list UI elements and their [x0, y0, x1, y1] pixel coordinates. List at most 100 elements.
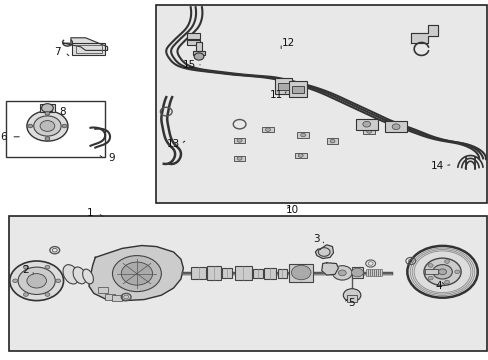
FancyBboxPatch shape	[297, 132, 308, 138]
Circle shape	[432, 265, 451, 279]
Text: 1: 1	[87, 208, 94, 218]
Text: 10: 10	[285, 204, 298, 215]
Circle shape	[343, 289, 360, 302]
FancyBboxPatch shape	[98, 287, 107, 293]
FancyBboxPatch shape	[367, 269, 369, 276]
Circle shape	[237, 157, 242, 160]
Text: 4: 4	[435, 281, 442, 291]
FancyBboxPatch shape	[363, 129, 374, 134]
FancyBboxPatch shape	[274, 78, 292, 94]
Text: 11: 11	[269, 90, 283, 100]
FancyBboxPatch shape	[292, 86, 304, 93]
FancyBboxPatch shape	[187, 33, 199, 39]
Polygon shape	[410, 25, 437, 43]
Circle shape	[427, 264, 432, 267]
Circle shape	[45, 112, 50, 115]
Circle shape	[62, 124, 67, 128]
FancyBboxPatch shape	[380, 269, 382, 276]
Text: 14: 14	[430, 161, 444, 171]
Circle shape	[27, 111, 68, 141]
FancyBboxPatch shape	[253, 269, 263, 278]
FancyBboxPatch shape	[155, 5, 486, 203]
Polygon shape	[315, 245, 333, 258]
Circle shape	[194, 53, 203, 60]
FancyBboxPatch shape	[72, 43, 105, 55]
FancyBboxPatch shape	[365, 269, 367, 276]
Circle shape	[237, 139, 242, 142]
Text: 12: 12	[281, 38, 295, 48]
Circle shape	[454, 270, 459, 274]
Circle shape	[34, 116, 61, 136]
Circle shape	[45, 137, 50, 140]
Circle shape	[444, 280, 448, 284]
FancyBboxPatch shape	[369, 269, 371, 276]
Polygon shape	[63, 38, 107, 50]
Text: 6: 6	[0, 132, 7, 142]
Polygon shape	[321, 263, 338, 275]
FancyBboxPatch shape	[355, 119, 377, 130]
Polygon shape	[89, 246, 183, 301]
Circle shape	[393, 124, 398, 128]
FancyBboxPatch shape	[233, 138, 245, 143]
FancyBboxPatch shape	[264, 268, 276, 279]
FancyBboxPatch shape	[233, 156, 245, 161]
Circle shape	[438, 269, 446, 275]
Text: 8: 8	[59, 107, 66, 117]
Circle shape	[366, 130, 371, 133]
Circle shape	[329, 139, 334, 143]
Circle shape	[423, 258, 460, 285]
Circle shape	[112, 256, 161, 292]
Text: 15: 15	[183, 60, 196, 70]
Text: 3: 3	[313, 234, 320, 244]
FancyBboxPatch shape	[294, 153, 306, 158]
Circle shape	[444, 260, 448, 263]
FancyBboxPatch shape	[351, 267, 362, 278]
FancyBboxPatch shape	[222, 268, 232, 278]
Text: 7: 7	[54, 47, 61, 57]
FancyBboxPatch shape	[112, 295, 122, 301]
FancyBboxPatch shape	[195, 42, 202, 52]
FancyBboxPatch shape	[373, 269, 375, 276]
Circle shape	[45, 265, 50, 269]
Circle shape	[18, 267, 55, 294]
Circle shape	[13, 279, 18, 283]
Circle shape	[45, 293, 50, 296]
Circle shape	[265, 128, 270, 131]
Ellipse shape	[63, 265, 79, 284]
Text: 9: 9	[108, 153, 115, 163]
FancyBboxPatch shape	[193, 51, 204, 55]
Circle shape	[10, 261, 63, 301]
FancyBboxPatch shape	[375, 269, 377, 276]
FancyBboxPatch shape	[40, 104, 55, 112]
FancyBboxPatch shape	[371, 269, 373, 276]
Circle shape	[338, 270, 346, 276]
Circle shape	[40, 121, 55, 131]
Circle shape	[427, 276, 432, 280]
FancyBboxPatch shape	[326, 138, 338, 144]
Circle shape	[41, 104, 53, 112]
Text: 13: 13	[166, 139, 180, 149]
FancyBboxPatch shape	[389, 123, 401, 129]
Circle shape	[362, 121, 370, 127]
Text: 2: 2	[22, 265, 29, 275]
FancyBboxPatch shape	[289, 264, 312, 282]
Circle shape	[23, 293, 28, 296]
Ellipse shape	[82, 269, 93, 284]
FancyBboxPatch shape	[289, 81, 306, 97]
Circle shape	[121, 262, 152, 285]
FancyBboxPatch shape	[346, 295, 356, 302]
Circle shape	[332, 266, 351, 280]
Circle shape	[407, 246, 477, 298]
Circle shape	[23, 265, 28, 269]
FancyBboxPatch shape	[190, 267, 206, 279]
FancyBboxPatch shape	[385, 121, 406, 132]
Ellipse shape	[73, 267, 86, 284]
FancyBboxPatch shape	[9, 216, 486, 351]
FancyBboxPatch shape	[105, 294, 115, 300]
Circle shape	[300, 133, 305, 137]
Text: 5: 5	[347, 298, 354, 308]
FancyBboxPatch shape	[425, 269, 437, 274]
Circle shape	[28, 124, 33, 128]
Circle shape	[291, 265, 310, 280]
Circle shape	[391, 124, 399, 130]
